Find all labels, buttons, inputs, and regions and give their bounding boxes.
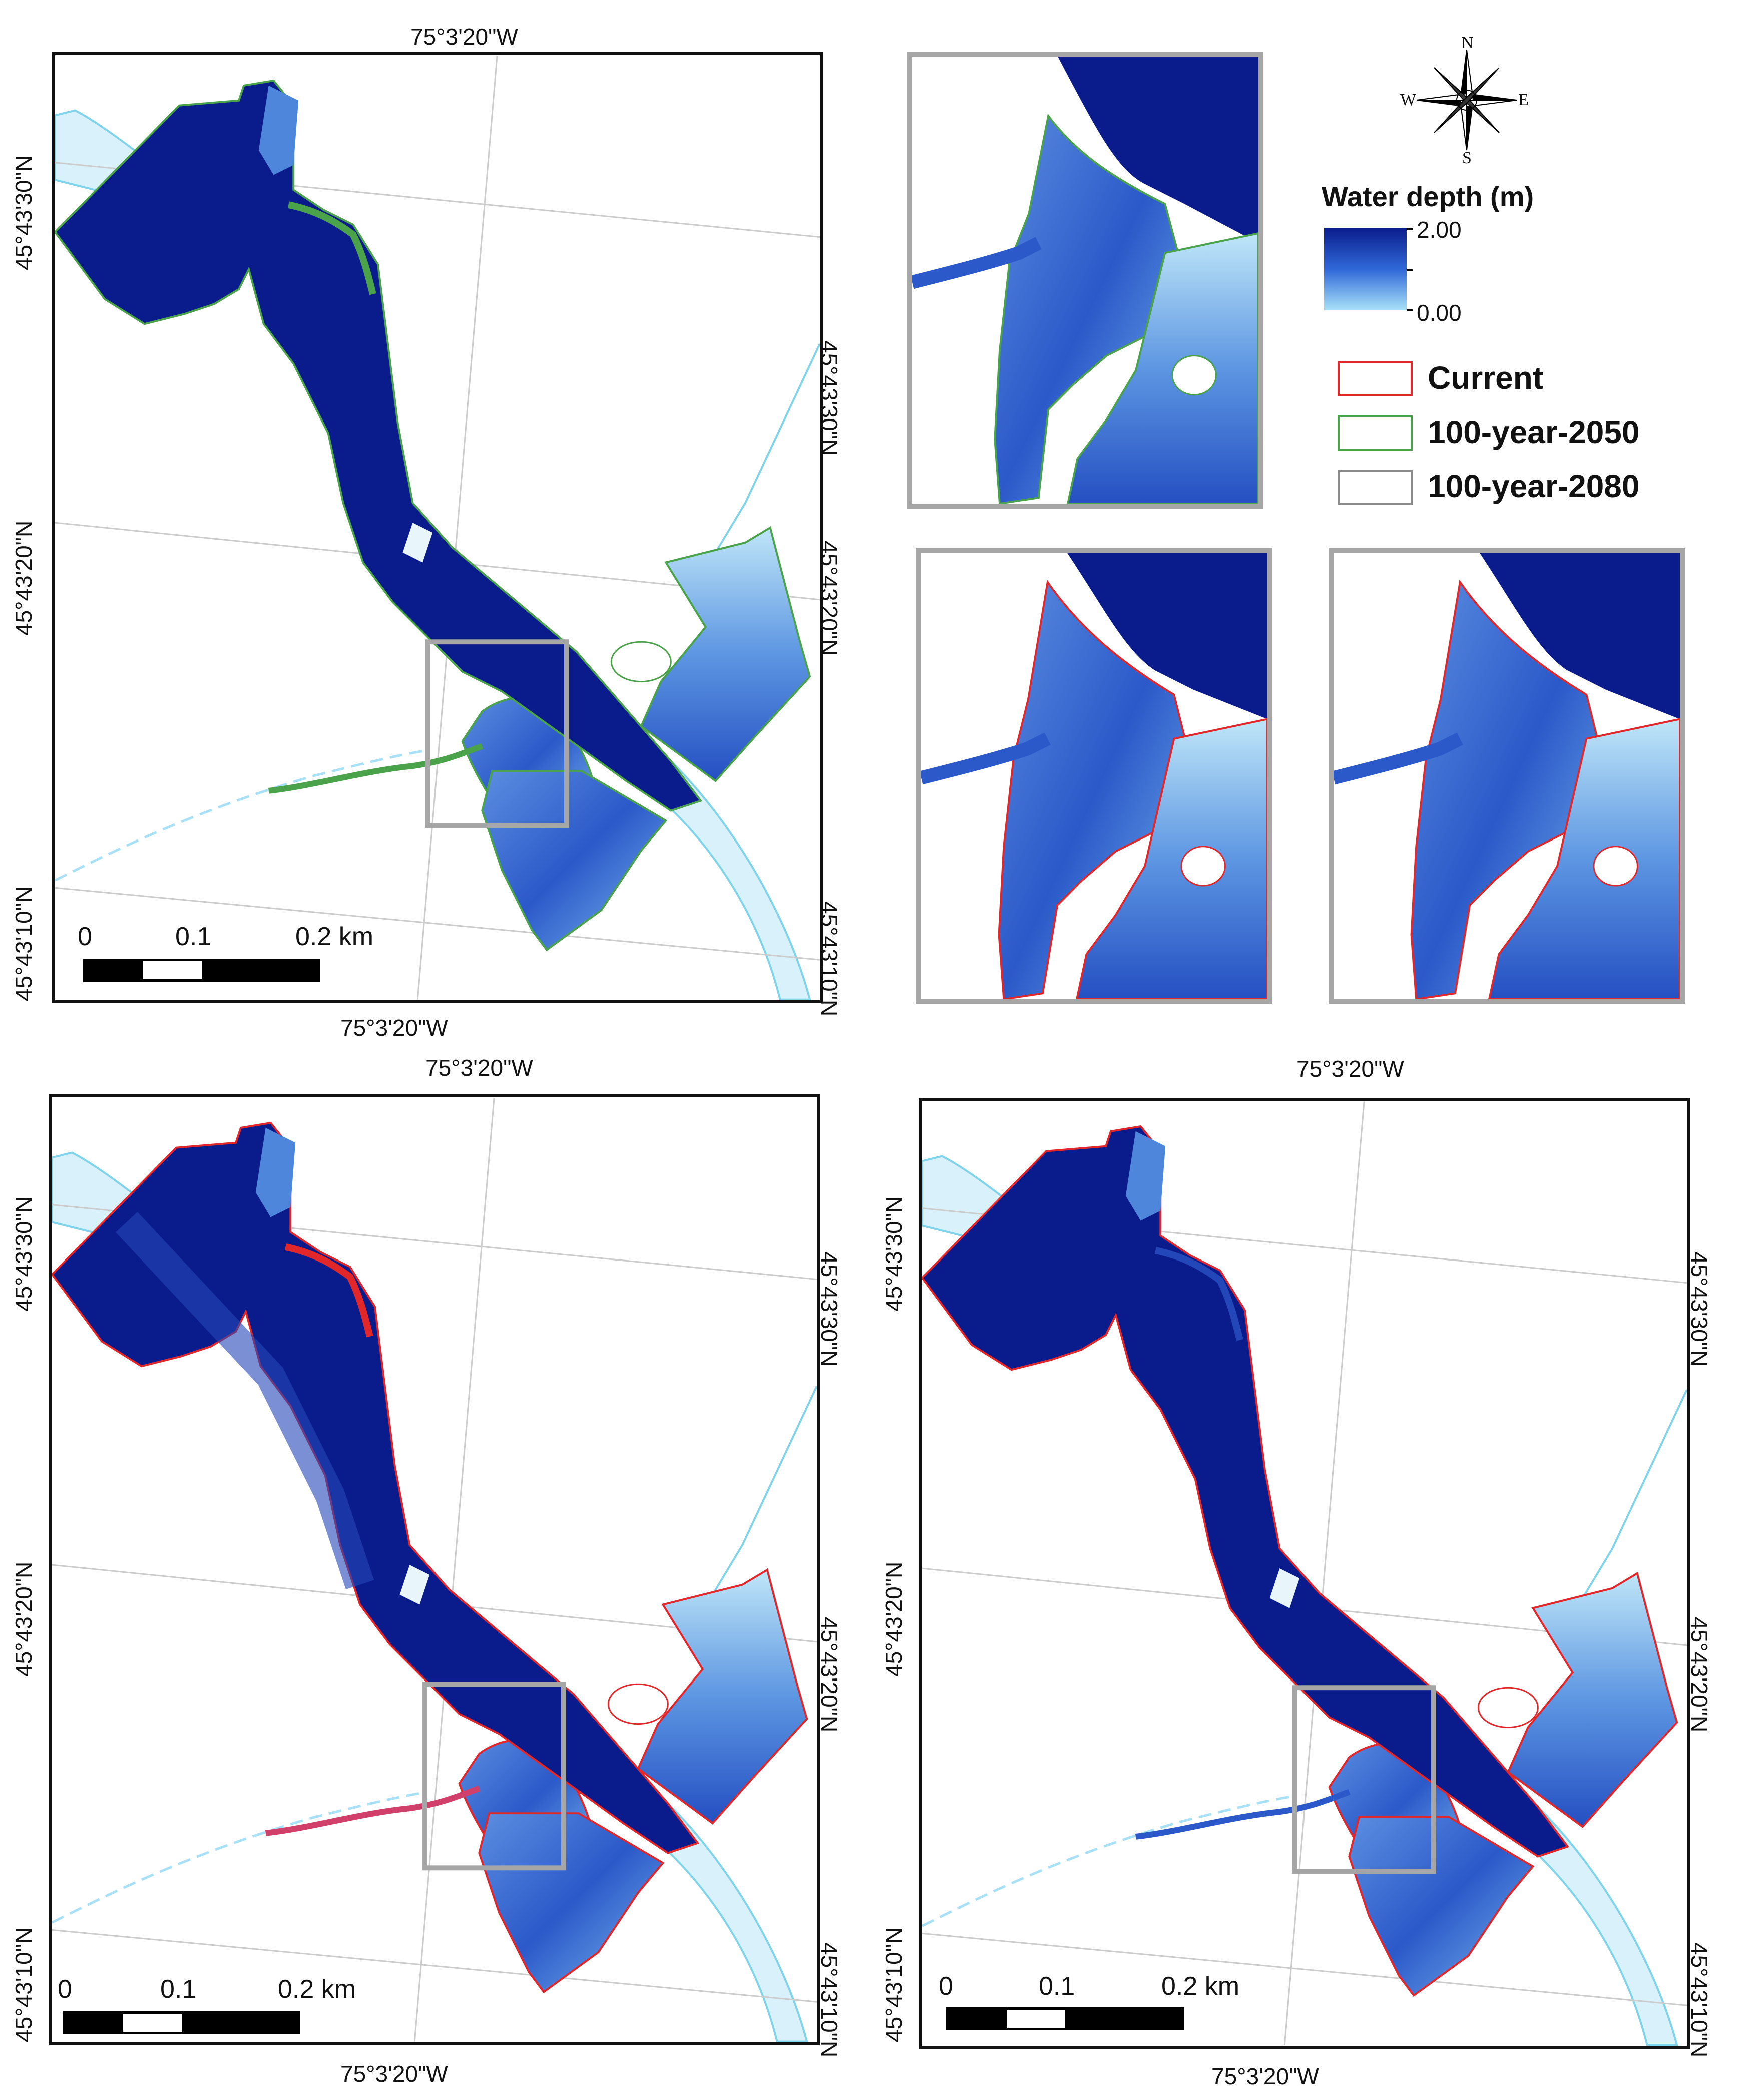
north-arrow: N S E W xyxy=(1400,34,1529,167)
inset-2080 xyxy=(1329,548,1685,1004)
compass-rose-icon xyxy=(1416,50,1517,151)
lat-label-right-30-3: 45°43'30"N xyxy=(1686,1251,1712,1367)
scale-bar xyxy=(83,959,320,982)
lat-label-right-10: 45°43'10"N xyxy=(816,901,842,1017)
legend-depth-ramp xyxy=(1324,228,1407,310)
legend-swatch-2050 xyxy=(1338,415,1413,451)
lat-label-right-30-2: 45°43'30"N xyxy=(816,1251,842,1367)
scale-zero: 0 xyxy=(78,922,92,951)
inset-2050 xyxy=(907,52,1263,509)
lon-label-bottom: 75°3'20"W xyxy=(340,1015,448,1041)
legend-label-current: Current xyxy=(1428,360,1544,396)
lat-label-left-20: 45°43'20"N xyxy=(11,520,37,636)
legend-swatch-current xyxy=(1338,361,1413,396)
legend-max: 2.00 xyxy=(1417,217,1462,243)
compass-n: N xyxy=(1461,34,1474,52)
lat-label-right-20-2: 45°43'20"N xyxy=(816,1617,842,1733)
map-panel-current xyxy=(49,1094,820,2045)
lat-label-left-30-3: 45°43'30"N xyxy=(881,1196,907,1312)
lat-label-right-20: 45°43'20"N xyxy=(816,541,842,656)
lat-label-left-30: 45°43'30"N xyxy=(11,155,37,270)
lon-label-top-3: 75°3'20"W xyxy=(1296,1056,1404,1082)
legend-label-2050: 100-year-2050 xyxy=(1428,414,1640,450)
scale-end: 0.2 km xyxy=(295,922,374,951)
scale-end-3: 0.2 km xyxy=(1161,1972,1240,2001)
lon-label-bottom-3: 75°3'20"W xyxy=(1211,2063,1319,2089)
lat-label-left-10-2: 45°43'10"N xyxy=(11,1927,37,2042)
lat-label-right-20-3: 45°43'20"N xyxy=(1686,1617,1712,1733)
scale-zero-3: 0 xyxy=(939,1972,953,2001)
lon-label-bottom-2: 75°3'20"W xyxy=(340,2061,448,2087)
lat-label-left-10-3: 45°43'10"N xyxy=(881,1927,907,2042)
lat-label-left-20-2: 45°43'20"N xyxy=(11,1561,37,1677)
lon-label-top-2: 75°3'20"W xyxy=(425,1055,533,1081)
scale-bar-3 xyxy=(946,2007,1184,2030)
map-panel-2080 xyxy=(919,1098,1690,2049)
scale-mid: 0.1 xyxy=(175,922,212,951)
scale-mid-3: 0.1 xyxy=(1039,1972,1075,2001)
lon-label-top: 75°3'20"W xyxy=(410,24,518,50)
lat-label-left-10: 45°43'10"N xyxy=(11,886,37,1001)
compass-s: S xyxy=(1462,149,1472,167)
lat-label-right-10-3: 45°43'10"N xyxy=(1686,1942,1712,2058)
lat-label-right-10-2: 45°43'10"N xyxy=(816,1942,842,2058)
legend-label-2080: 100-year-2080 xyxy=(1428,468,1640,504)
scale-mid-2: 0.1 xyxy=(160,1975,197,2004)
compass-e: E xyxy=(1518,91,1529,109)
legend-title: Water depth (m) xyxy=(1322,181,1534,212)
scale-zero-2: 0 xyxy=(58,1975,72,2004)
map-2050 xyxy=(55,56,820,1000)
compass-w: W xyxy=(1400,91,1417,109)
lat-label-left-30-2: 45°43'30"N xyxy=(11,1196,37,1312)
scale-end-2: 0.2 km xyxy=(278,1975,356,2004)
lat-label-left-20-3: 45°43'20"N xyxy=(881,1561,907,1677)
legend-min: 0.00 xyxy=(1417,300,1462,326)
legend-swatch-2080 xyxy=(1338,470,1413,505)
inset-current xyxy=(916,548,1272,1004)
lat-label-right-30: 45°43'30"N xyxy=(816,340,842,456)
map-panel-2050 xyxy=(52,52,823,1003)
scale-bar-2 xyxy=(63,2011,300,2034)
